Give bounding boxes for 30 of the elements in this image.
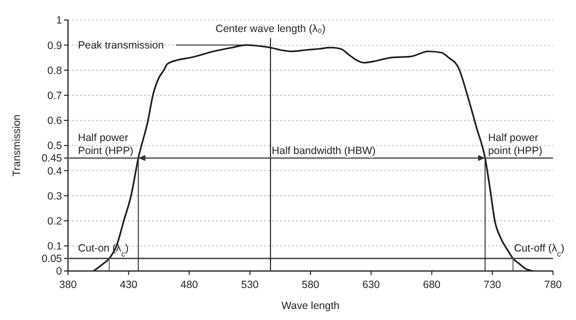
y-tick-label: 0.9 (47, 40, 62, 52)
x-tick-label: 380 (59, 279, 77, 291)
y-tick-label: 0.1 (47, 240, 62, 253)
y-tick-label: 0.4 (47, 165, 62, 178)
annotation: Half power Point (HPP) (78, 132, 134, 158)
y-tick-label: 0.2 (47, 215, 62, 228)
x-tick-label: 630 (362, 279, 380, 291)
y-tick-label: 0.8 (47, 64, 62, 77)
y-tick-label: 0.5 (47, 140, 62, 152)
annotation: Half power point (HPP) (488, 132, 542, 158)
x-tick-label: 780 (544, 279, 562, 291)
x-tick-label: 730 (484, 279, 502, 291)
x-tick-label: 680 (422, 279, 441, 291)
y-tick-label: 0.05 (42, 253, 62, 266)
y-tick-label: 0.7 (47, 90, 62, 102)
x-tick-label: 430 (120, 279, 138, 291)
y-tick-label: 0.45 (42, 152, 62, 165)
x-axis-title: Wave length (282, 300, 340, 312)
x-tick-label: 480 (180, 279, 198, 291)
annotation: Peak transmission (78, 40, 164, 52)
y-axis-title: Transmission (11, 114, 23, 177)
y-tick-label: 0.6 (47, 115, 62, 128)
y-tick-label: 1 (56, 14, 62, 27)
x-tick-label: 580 (302, 279, 320, 291)
x-tick-label: 530 (241, 279, 259, 291)
y-tick-label: 0.3 (47, 190, 62, 202)
annotation: Cut-off (λ$_{c}$) (514, 242, 564, 258)
y-tick-label: 0 (56, 266, 62, 278)
ref-line-label: Center wave length (λ₀) (215, 23, 326, 35)
annotation: Half bandwidth (HBW) (272, 145, 376, 158)
